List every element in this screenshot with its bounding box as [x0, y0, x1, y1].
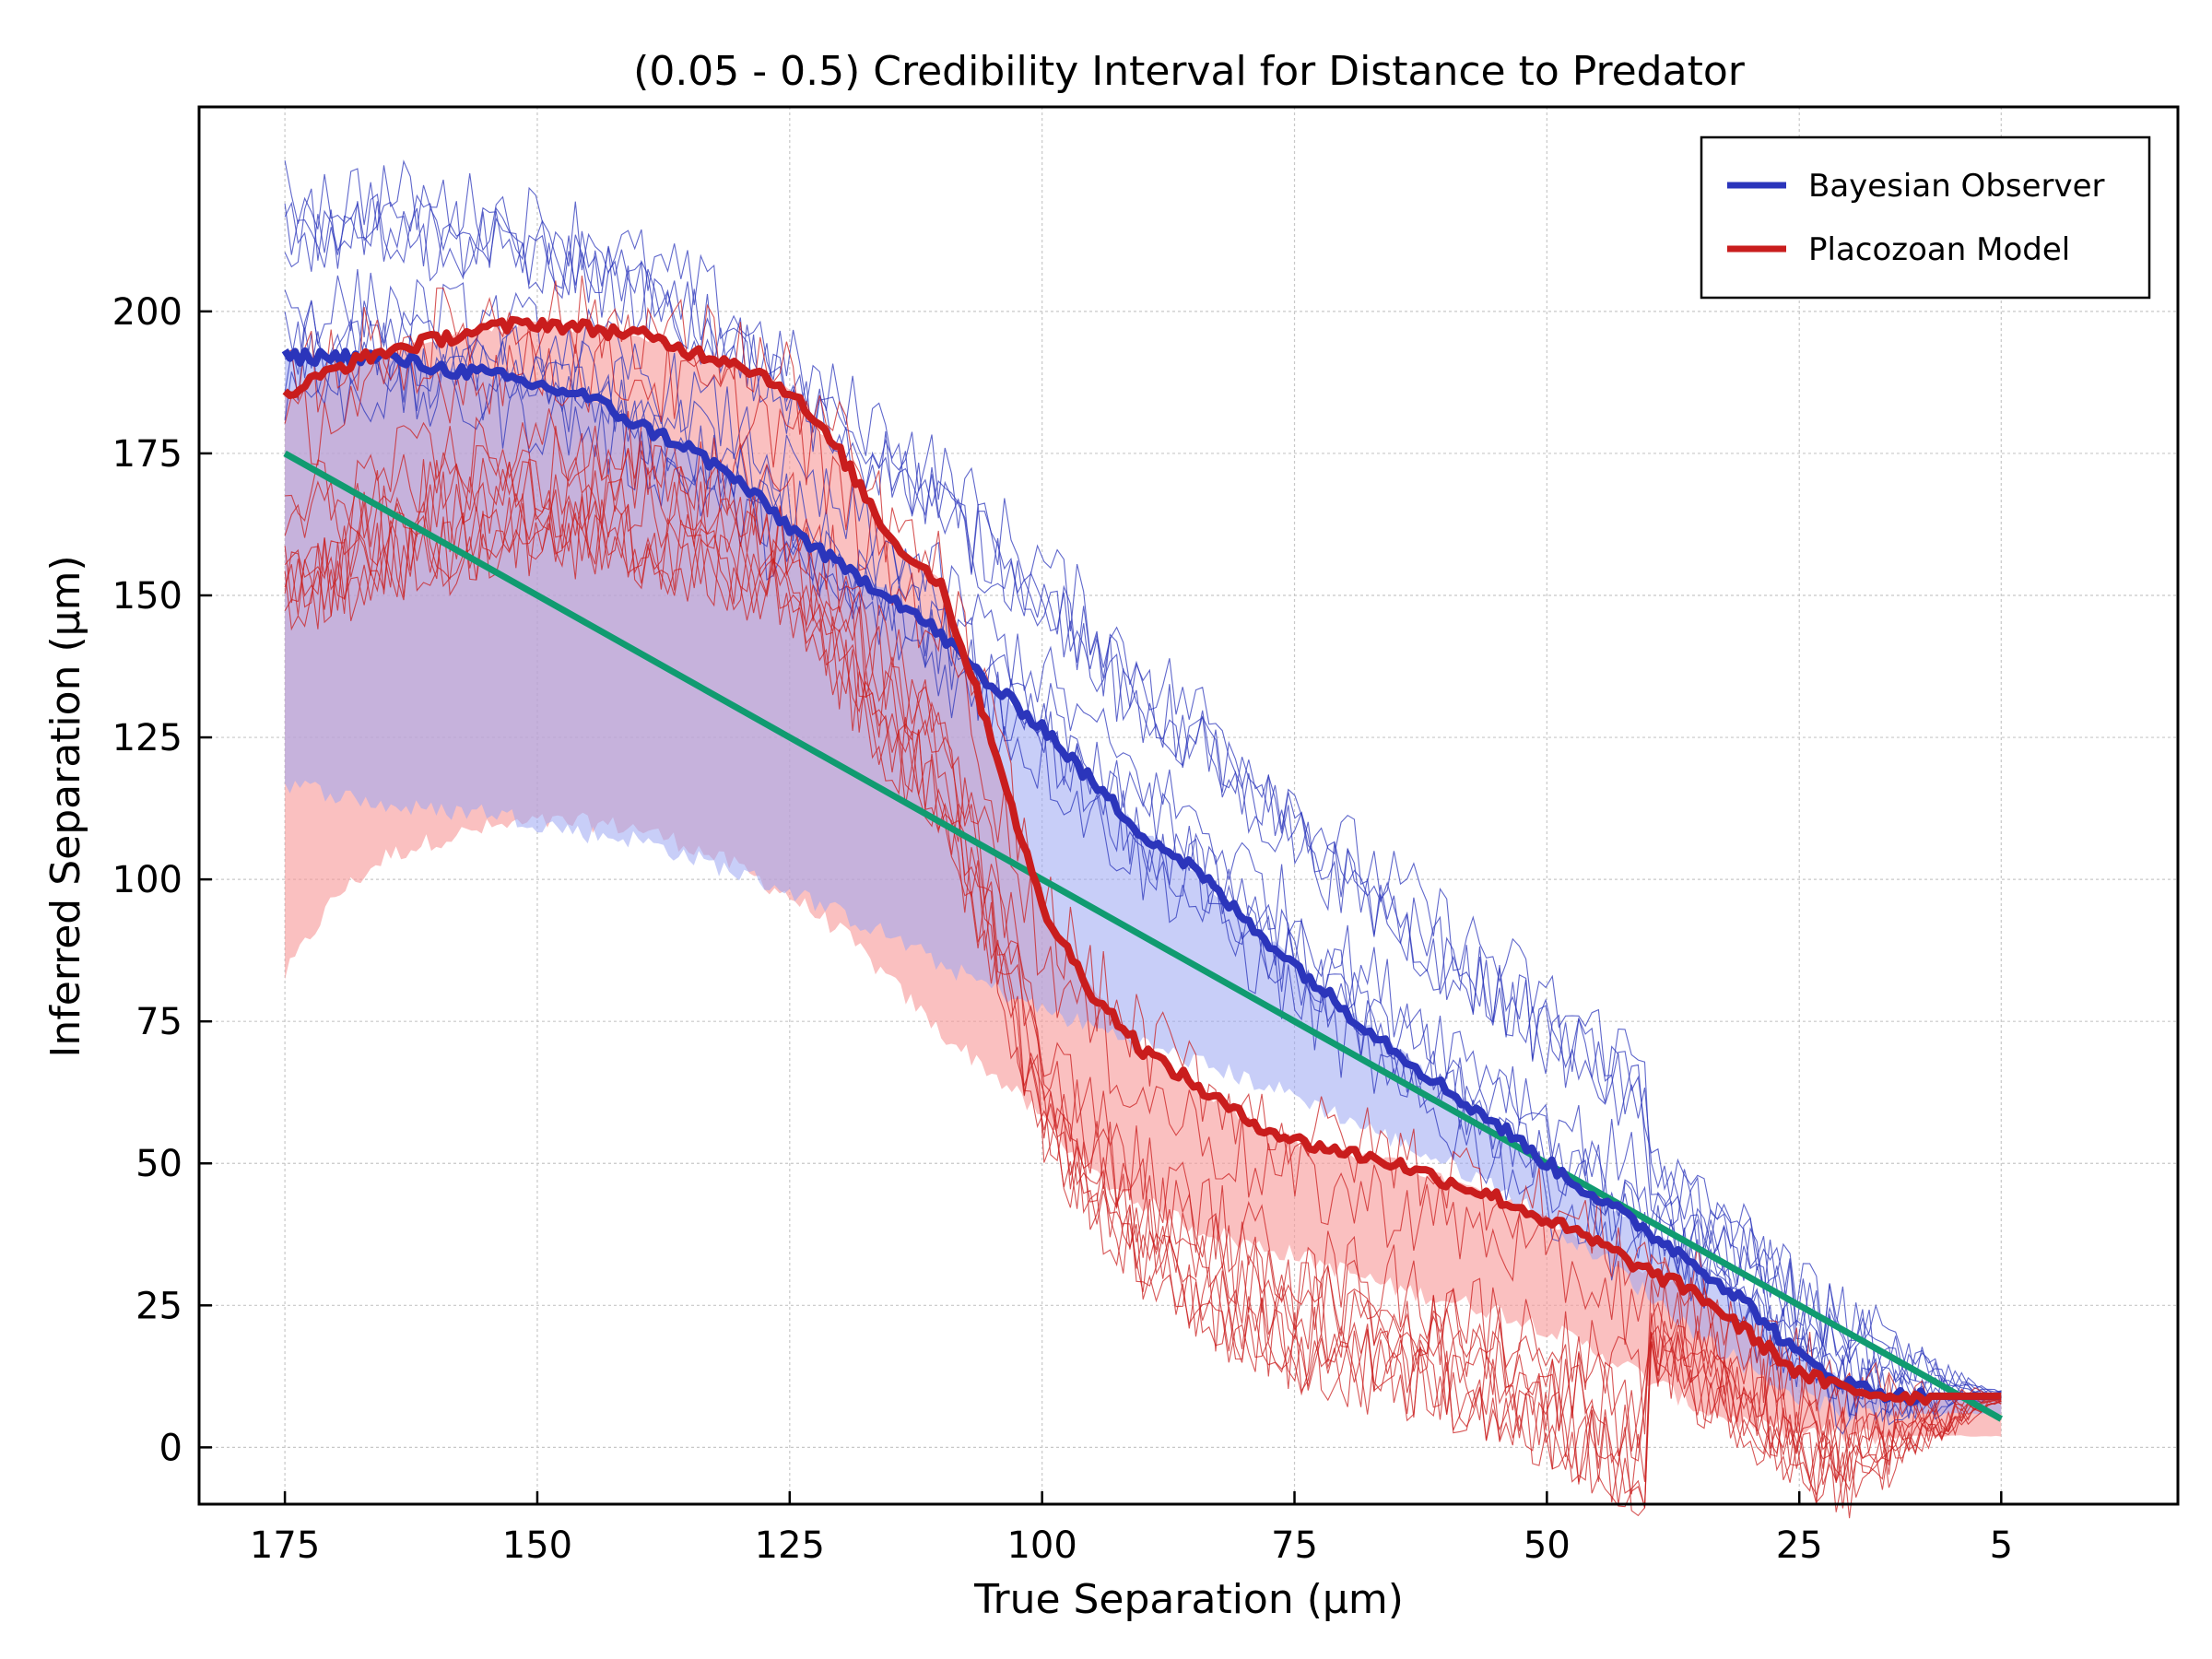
bayesian-sample-trace [284, 194, 2002, 1394]
bayesian-sample-trace [284, 268, 2002, 1405]
y-tick-label: 125 [112, 717, 182, 759]
x-tick-label: 25 [1776, 1524, 1823, 1567]
x-tick-label: 75 [1271, 1524, 1318, 1567]
bayesian-sample-trace [284, 352, 2002, 1435]
bayesian-sample-trace [285, 320, 2002, 1423]
plot-frame [197, 105, 2180, 1506]
bayesian-sample-trace [284, 327, 2002, 1421]
chart-title: (0.05 - 0.5) Credibility Interval for Di… [633, 48, 1746, 95]
bayesian-observer-line [281, 347, 2002, 1406]
placozoan-sample-trace [284, 493, 2002, 1519]
placozoan-sample-trace [284, 322, 2002, 1442]
y-axis-title: Inferred Separation (µm) [42, 555, 89, 1057]
legend-label-bayesian: Bayesian Observer [1808, 168, 2105, 205]
y-tick-label: 25 [135, 1285, 182, 1327]
x-tick-label: 100 [1006, 1524, 1077, 1567]
y-tick-label: 100 [112, 859, 182, 901]
placozoan-sample-trace [284, 425, 2002, 1486]
placozoan-sample-trace [284, 497, 2002, 1508]
legend-label-placozoan: Placozoan Model [1808, 231, 2070, 268]
line-layer [281, 315, 2004, 1422]
x-tick-label: 150 [502, 1524, 572, 1567]
x-tick-label: 125 [755, 1524, 825, 1567]
x-tick-label: 50 [1524, 1524, 1571, 1567]
bayesian-credibility-band [285, 351, 2002, 1422]
legend-box [1700, 135, 2151, 300]
y-tick-label: 200 [112, 291, 182, 334]
placozoan-model-line [282, 315, 2002, 1406]
y-tick-label: 150 [112, 575, 182, 618]
y-tick-label: 50 [135, 1143, 182, 1185]
x-tick-label: 175 [250, 1524, 320, 1567]
x-tick-label: 5 [1990, 1524, 2013, 1567]
band-layer [285, 318, 2002, 1445]
legend: Bayesian Observer Placozoan Model [1700, 135, 2151, 300]
diagonal-reference-line [283, 450, 2004, 1422]
y-tick-label: 175 [112, 433, 182, 476]
trace-layer [284, 159, 2002, 1519]
placozoan-sample-trace [284, 449, 2002, 1481]
y-tick-label: 75 [135, 1001, 182, 1043]
x-axis-title: True Separation (µm) [973, 1576, 1404, 1623]
y-tick-label: 0 [159, 1427, 182, 1469]
bayesian-sample-trace [284, 188, 2002, 1394]
placozoan-sample-trace [285, 408, 2002, 1482]
axis-layer: 175 150 125 100 75 50 25 5025507510012515017520… [112, 105, 2180, 1567]
